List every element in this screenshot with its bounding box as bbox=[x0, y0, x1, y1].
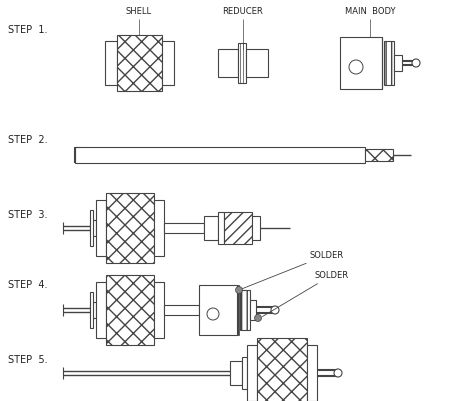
Bar bbox=[365, 149, 393, 161]
Bar bbox=[90, 302, 96, 318]
Text: SHELL: SHELL bbox=[126, 8, 152, 16]
Bar bbox=[237, 285, 239, 335]
Bar bbox=[154, 282, 164, 338]
Bar bbox=[75, 147, 365, 163]
Bar bbox=[224, 212, 252, 244]
Bar bbox=[218, 212, 224, 244]
Bar bbox=[162, 41, 174, 85]
Circle shape bbox=[207, 308, 219, 320]
Bar bbox=[218, 49, 238, 77]
Circle shape bbox=[334, 369, 342, 377]
Text: SOLDER: SOLDER bbox=[242, 251, 344, 289]
Bar bbox=[394, 55, 402, 71]
Bar bbox=[240, 290, 250, 330]
Bar bbox=[96, 200, 106, 256]
Bar bbox=[96, 282, 106, 338]
Bar bbox=[105, 41, 117, 85]
Circle shape bbox=[255, 314, 262, 322]
Bar bbox=[106, 193, 154, 263]
Text: STEP  3.: STEP 3. bbox=[8, 210, 47, 220]
Circle shape bbox=[236, 286, 243, 294]
Text: STEP  4.: STEP 4. bbox=[8, 280, 47, 290]
Bar bbox=[257, 338, 307, 401]
Bar bbox=[154, 200, 164, 256]
Bar bbox=[250, 300, 256, 320]
Text: STEP  5.: STEP 5. bbox=[8, 355, 47, 365]
Bar bbox=[117, 35, 162, 91]
Text: SOLDER: SOLDER bbox=[263, 271, 349, 316]
Bar bbox=[199, 285, 237, 335]
Bar bbox=[90, 210, 93, 246]
Text: MAIN  BODY: MAIN BODY bbox=[345, 8, 395, 16]
Bar bbox=[242, 357, 247, 389]
Bar bbox=[90, 220, 96, 236]
Bar bbox=[252, 216, 260, 240]
Bar bbox=[340, 37, 382, 89]
Bar bbox=[164, 305, 199, 315]
Bar bbox=[238, 43, 246, 83]
Bar bbox=[90, 292, 93, 328]
Bar bbox=[307, 345, 317, 401]
Bar bbox=[164, 223, 204, 233]
Bar bbox=[247, 345, 257, 401]
Bar bbox=[204, 216, 218, 240]
Circle shape bbox=[271, 306, 279, 314]
Text: STEP  1.: STEP 1. bbox=[8, 25, 47, 35]
Circle shape bbox=[412, 59, 420, 67]
Text: REDUCER: REDUCER bbox=[223, 8, 264, 16]
Bar bbox=[106, 275, 154, 345]
Bar bbox=[246, 49, 268, 77]
Circle shape bbox=[349, 60, 363, 74]
Bar bbox=[384, 41, 394, 85]
Bar bbox=[230, 361, 242, 385]
Text: STEP  2.: STEP 2. bbox=[8, 135, 47, 145]
